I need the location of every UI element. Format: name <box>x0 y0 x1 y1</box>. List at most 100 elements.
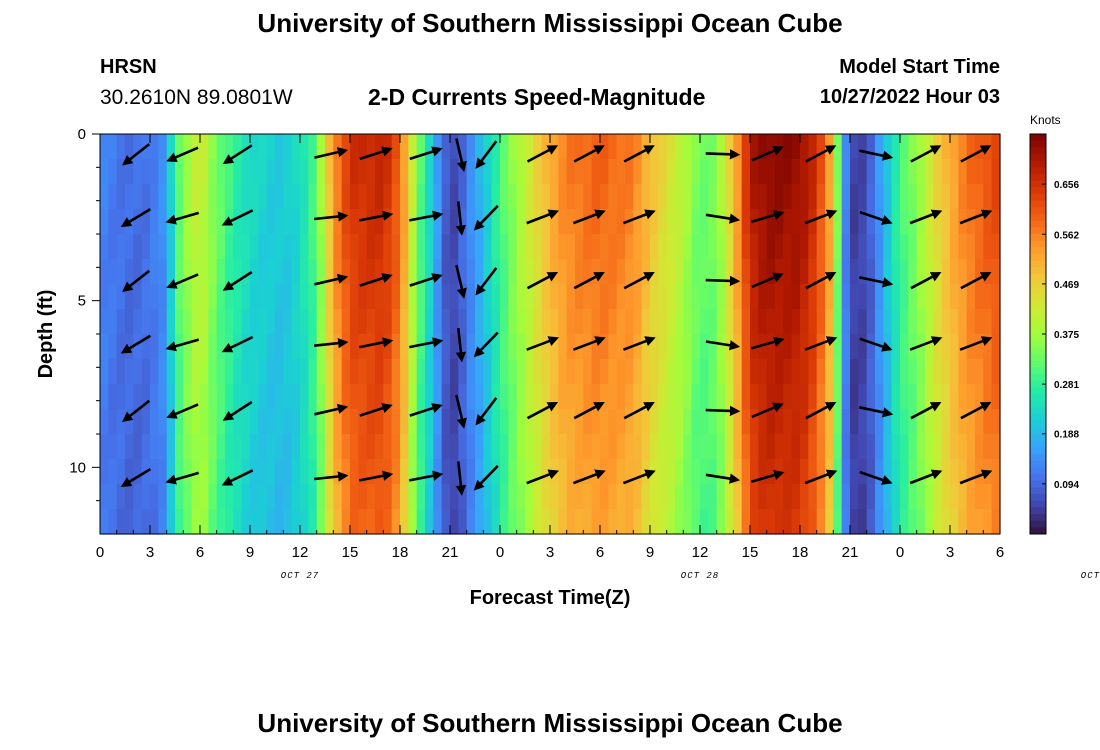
heatmap-cell <box>300 359 309 385</box>
heatmap-cell <box>866 209 876 235</box>
heatmap-cell <box>425 509 434 535</box>
heatmap-cell <box>475 509 484 535</box>
heatmap-cell <box>166 509 176 535</box>
heatmap-cell <box>591 334 601 360</box>
heatmap-cell <box>716 309 726 335</box>
heatmap-cell <box>983 384 993 410</box>
heatmap-cell <box>325 284 334 310</box>
heatmap-cell <box>791 359 801 385</box>
heatmap-cell <box>825 259 834 285</box>
heatmap-cell <box>316 509 326 535</box>
heatmap-cell <box>150 309 159 335</box>
heatmap-cell <box>341 384 351 410</box>
heatmap-cell <box>750 134 759 160</box>
current-vector <box>572 209 606 225</box>
heatmap-cell <box>675 134 684 160</box>
heatmap-cell <box>800 309 809 335</box>
heatmap-cell <box>850 384 859 410</box>
heatmap-cell <box>841 359 851 385</box>
heatmap-cell <box>833 284 843 310</box>
heatmap-cell <box>750 459 759 485</box>
heatmap-cell <box>358 484 368 510</box>
heatmap-cell <box>966 359 976 385</box>
heatmap-cell <box>366 484 376 510</box>
current-vector <box>165 471 200 485</box>
heatmap-cell <box>716 184 726 210</box>
heatmap-cell <box>925 134 934 160</box>
heatmap-cell <box>108 409 118 435</box>
heatmap-cell <box>591 209 601 235</box>
heatmap-cell <box>291 159 301 185</box>
heatmap-cell <box>516 384 526 410</box>
heatmap-cell <box>358 284 368 310</box>
heatmap-cell <box>658 259 668 285</box>
heatmap-cell <box>858 259 868 285</box>
heatmap-cell <box>108 284 118 310</box>
heatmap-cell <box>850 359 859 385</box>
heatmap-cell <box>650 209 659 235</box>
heatmap-cell <box>216 134 226 160</box>
heatmap-cell <box>283 359 293 385</box>
heatmap-cell <box>125 434 134 460</box>
heatmap-cell <box>366 259 376 285</box>
heatmap-cell <box>675 509 684 535</box>
heatmap-cell <box>925 209 934 235</box>
heatmap-cell <box>808 384 818 410</box>
heatmap-cell <box>633 184 643 210</box>
heatmap-cell <box>316 334 326 360</box>
heatmap-cell <box>466 359 476 385</box>
heatmap-cell <box>608 159 618 185</box>
heatmap-cell <box>583 459 593 485</box>
heatmap-cell <box>891 209 901 235</box>
heatmap-cell <box>208 159 218 185</box>
heatmap-cell <box>891 134 901 160</box>
colorbar-segment <box>1030 194 1046 202</box>
heatmap-cell <box>350 209 359 235</box>
current-vector <box>409 146 443 161</box>
heatmap-cell <box>466 234 476 260</box>
heatmap-cell <box>258 434 268 460</box>
heatmap-cell <box>375 184 384 210</box>
heatmap-cell <box>500 284 509 310</box>
heatmap-cell <box>883 284 893 310</box>
heatmap-cell <box>533 509 543 535</box>
heatmap-cell <box>108 484 118 510</box>
heatmap-cell <box>350 184 359 210</box>
heatmap-cell <box>208 234 218 260</box>
colorbar-units: Knots <box>1030 113 1061 127</box>
heatmap-cell <box>341 484 351 510</box>
heatmap-cell <box>283 209 293 235</box>
heatmap-cell <box>291 184 301 210</box>
heatmap-cell <box>916 209 926 235</box>
heatmap-cell <box>458 184 468 210</box>
current-vector <box>313 337 349 349</box>
heatmap-cell <box>141 384 151 410</box>
heatmap-cell <box>425 484 434 510</box>
x-tick-label: 6 <box>996 544 1004 561</box>
heatmap-cell <box>841 434 851 460</box>
heatmap-cell <box>608 459 618 485</box>
heatmap-cell <box>241 359 251 385</box>
heatmap-cell <box>666 484 676 510</box>
heatmap-cell <box>108 134 118 160</box>
heatmap-cell <box>575 409 584 435</box>
heatmap-cell <box>366 509 376 535</box>
heatmap-cell <box>500 234 509 260</box>
heatmap-cell <box>241 334 251 360</box>
heatmap-cell <box>808 484 818 510</box>
heatmap-cell <box>633 409 643 435</box>
heatmap-cell <box>283 309 293 335</box>
heatmap-cell <box>550 259 559 285</box>
heatmap-cell <box>975 359 984 385</box>
heatmap-cell <box>475 309 484 335</box>
current-vector <box>359 470 394 482</box>
heatmap-cell <box>366 159 376 185</box>
heatmap-cell <box>933 484 943 510</box>
heatmap-cell <box>708 359 718 385</box>
heatmap-cell <box>533 409 543 435</box>
heatmap-cell <box>891 484 901 510</box>
heatmap-cell <box>575 159 584 185</box>
heatmap-cell <box>500 134 509 160</box>
heatmap-cell <box>975 234 984 260</box>
